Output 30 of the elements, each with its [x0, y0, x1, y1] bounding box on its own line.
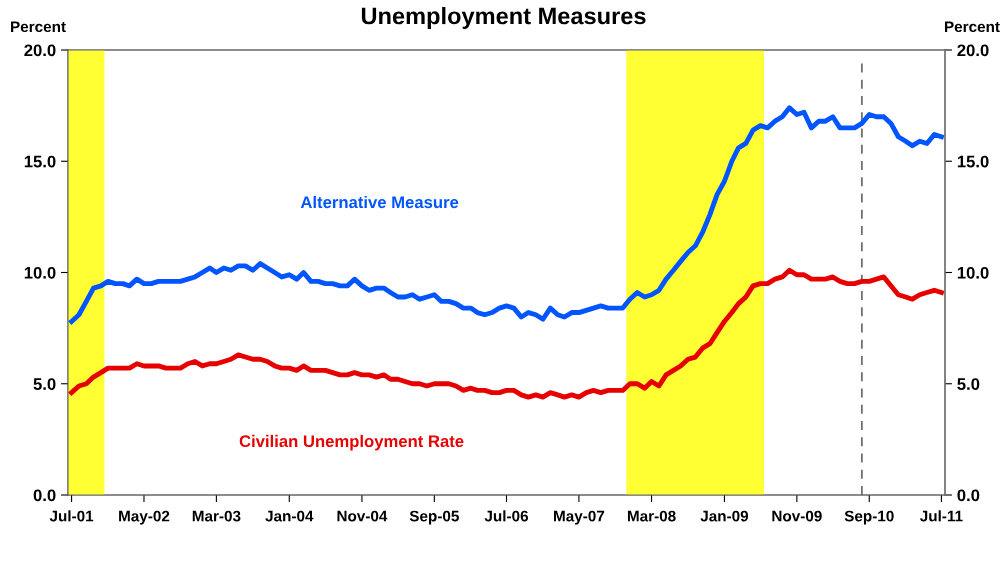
x-tick-label: Jan-09	[700, 510, 749, 522]
y-tick-label: 5.0	[33, 378, 56, 390]
x-tick-label: Mar-03	[192, 510, 241, 522]
y-tick-label: 15.0	[24, 155, 56, 168]
line-series	[69, 267, 944, 400]
x-tick-label: Jul-06	[484, 510, 529, 522]
text: Civilian Unemployment Rate	[239, 434, 464, 451]
x-tick-label: May-07	[554, 510, 605, 525]
y-tick-label: 0.0	[33, 489, 56, 502]
x-tick-label: Mar-08	[627, 510, 676, 522]
y2-tick-label: 15.0	[957, 155, 989, 168]
x-tick-label: Jan-04	[265, 510, 314, 522]
x-tick-label: Sep-05	[409, 510, 459, 525]
y-axis-title: Percent	[11, 21, 66, 33]
y2-tick-label: 10.0	[957, 266, 989, 279]
y-tick-label: 20.0	[24, 44, 56, 57]
y-tick-label: 10.0	[24, 266, 56, 279]
x-tick-label: Jul-11	[920, 510, 963, 522]
x-tick-label: Nov-04	[337, 510, 388, 522]
text: Alternative Measure	[300, 195, 459, 209]
x-tick-label: Sep-10	[844, 510, 894, 525]
y2-axis-title: Percent	[944, 21, 1000, 33]
line-series	[69, 105, 944, 324]
y2-tick-label: 5.0	[957, 378, 980, 390]
y2-tick-label: 0.0	[957, 489, 980, 502]
y2-tick-label: 20.0	[957, 44, 989, 57]
x-tick-label: Jul-01	[49, 510, 94, 522]
x-tick-label: Nov-09	[772, 510, 822, 522]
x-tick-label: May-02	[119, 510, 170, 525]
chart-title: Unemployment Measures	[361, 7, 646, 29]
